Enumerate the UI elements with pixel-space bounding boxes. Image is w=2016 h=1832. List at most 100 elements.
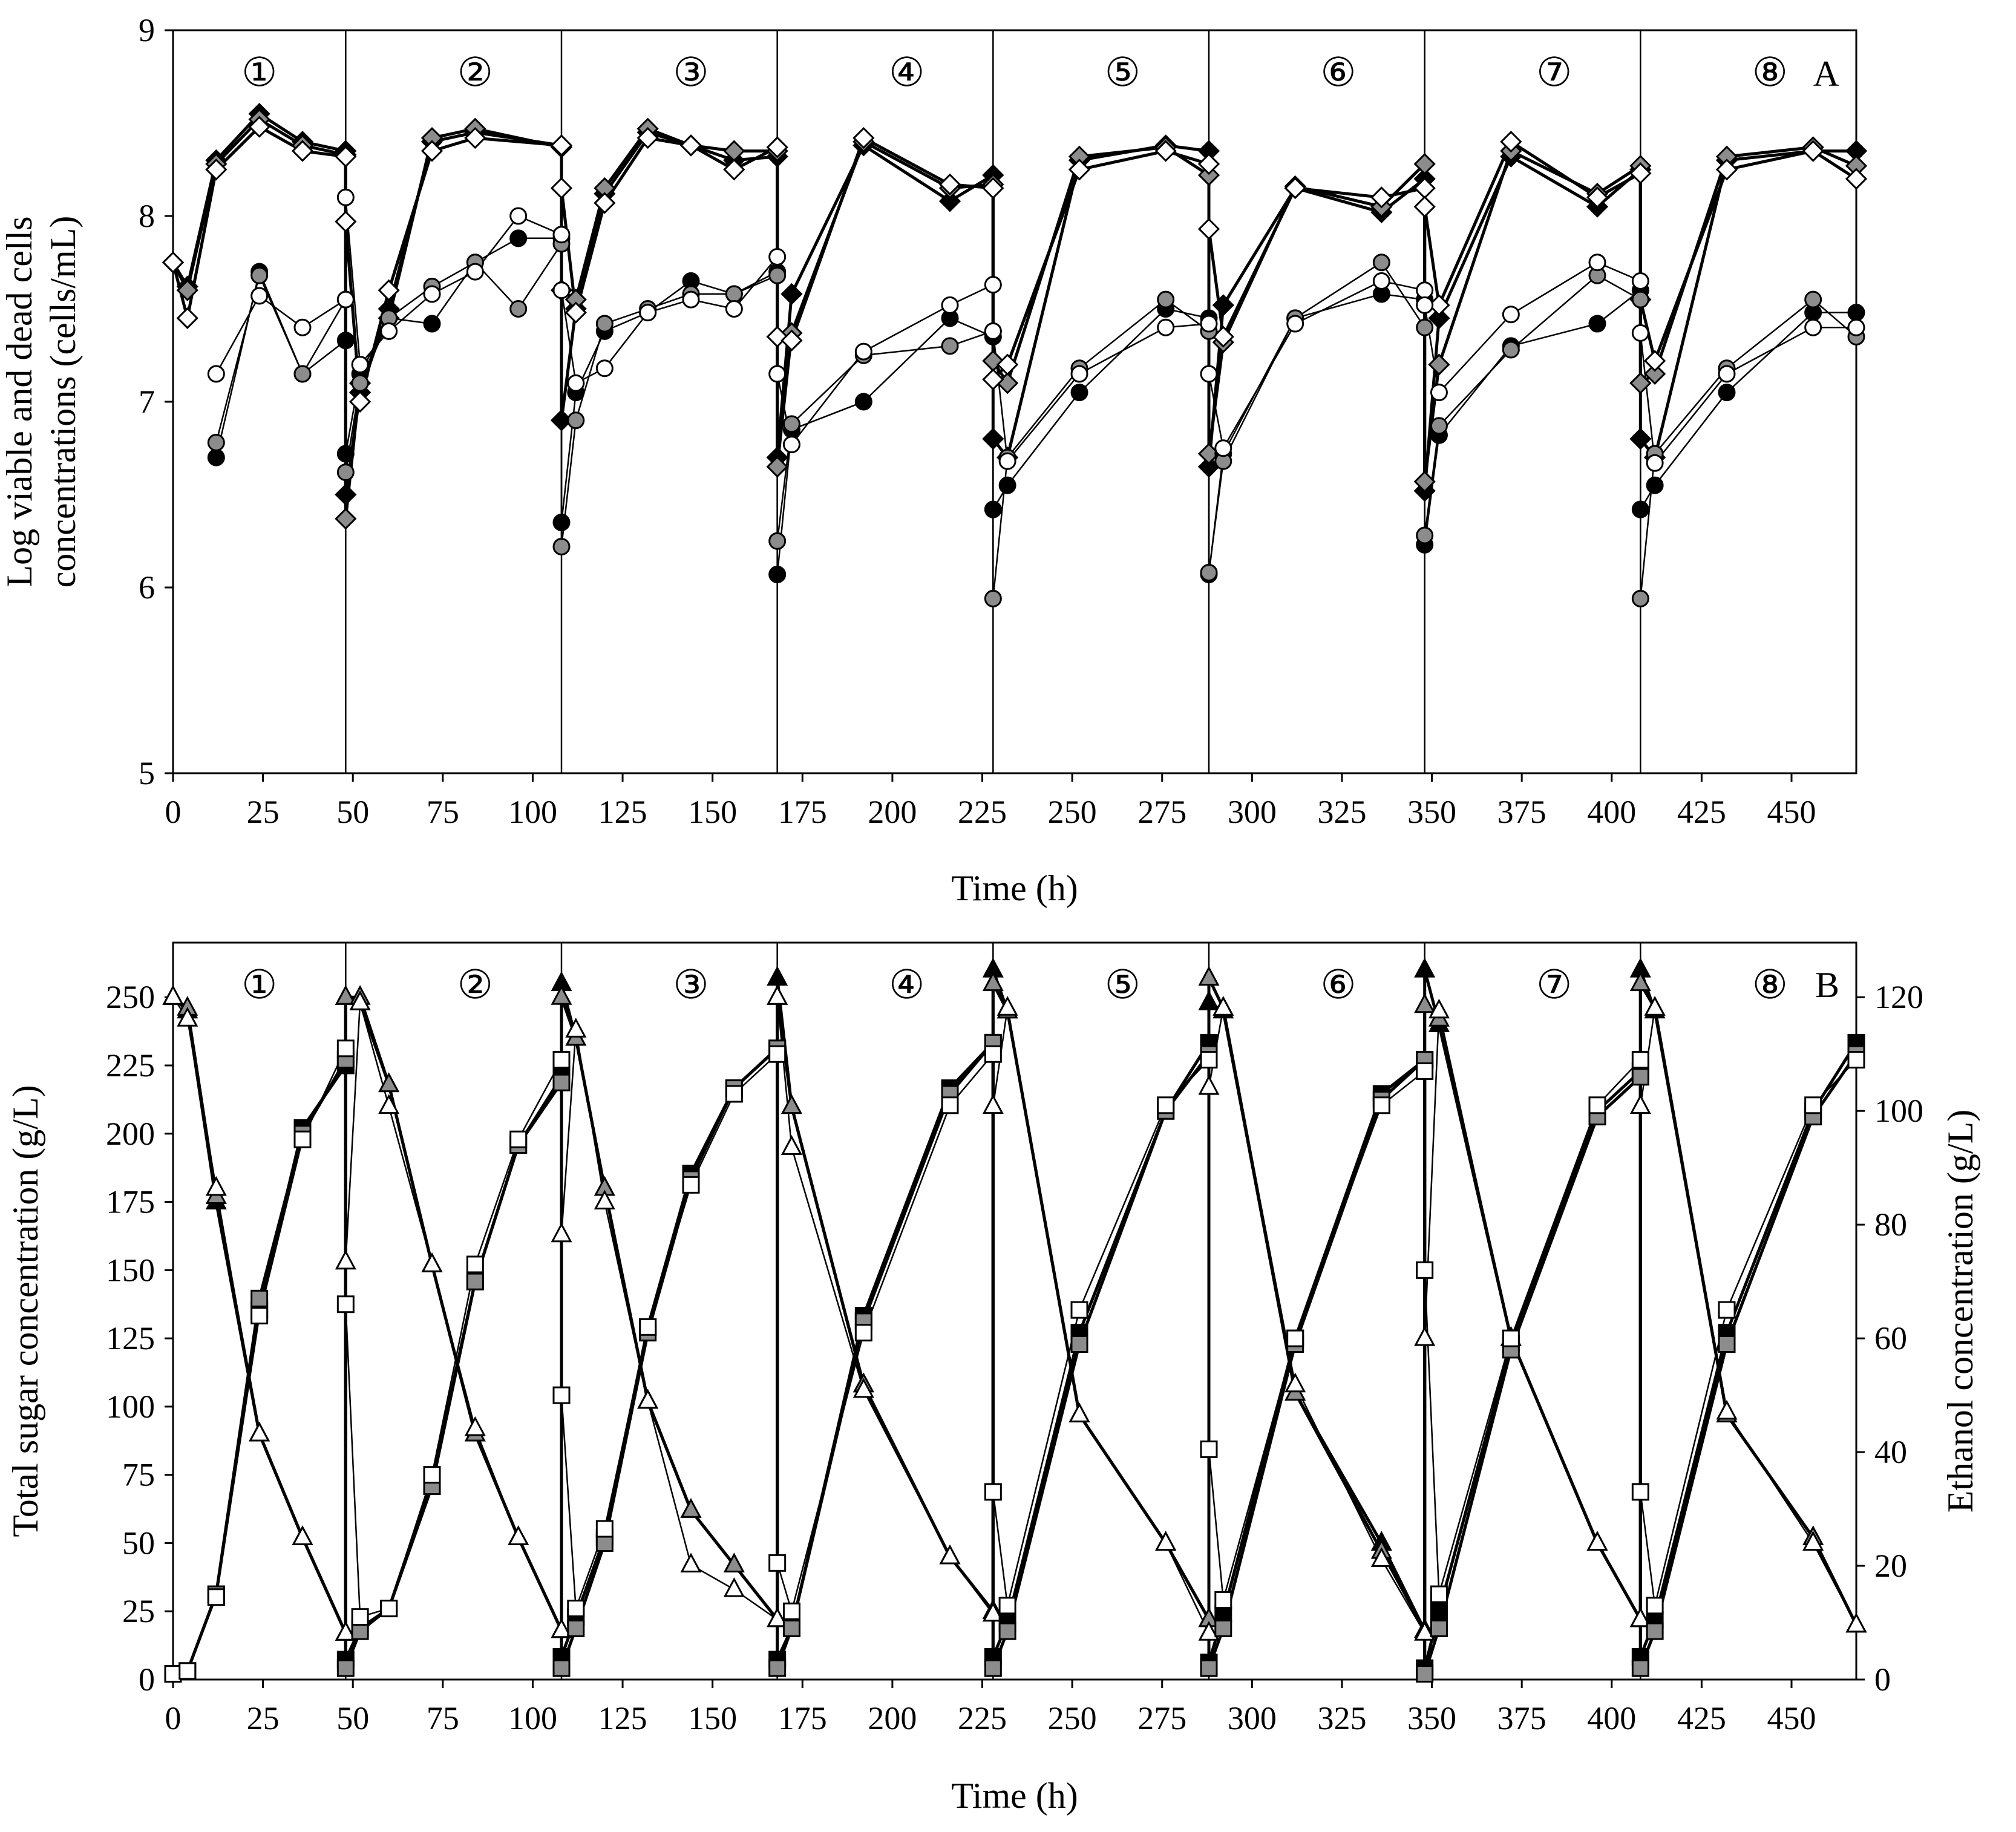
data-point-ethanol-gray <box>984 1659 1002 1677</box>
panel-letter: A <box>1813 54 1839 94</box>
x-tick-label: 50 <box>336 794 369 830</box>
data-point-ethanol-gray <box>552 1073 571 1091</box>
y-tick-label: 225 <box>106 1047 155 1084</box>
data-point-viable-white <box>421 140 443 162</box>
data-point-sugar-white <box>335 1621 356 1641</box>
data-point-viable-white <box>679 134 702 157</box>
data-point-dead-white <box>380 322 398 340</box>
data-point-dead-gray <box>1430 417 1448 435</box>
data-point-ethanol-white <box>1718 1301 1736 1319</box>
x-tick-label: 0 <box>165 1700 182 1736</box>
data-point-dead-black <box>1631 500 1649 519</box>
data-point-dead-gray <box>1416 526 1434 545</box>
data-point-dead-white <box>250 287 269 305</box>
x-tick-label: 125 <box>598 1700 647 1736</box>
panel-b: ① ② ③ ④ ⑤ ⑥ ⑦ ⑧ B0 25 50 75 100 125 150 175 200 225 250 275… <box>5 941 1980 1816</box>
data-point-dead-white <box>768 365 787 383</box>
y-tick-label: 50 <box>122 1525 155 1561</box>
data-point-dead-white <box>1200 315 1218 333</box>
data-point-dead-white <box>595 359 614 378</box>
data-point-viable-black <box>982 428 1004 450</box>
data-point-ethanol-gray <box>998 1622 1016 1640</box>
data-point-ethanol-white <box>1631 1483 1649 1501</box>
data-point-ethanol-white <box>1631 1051 1649 1069</box>
data-point-ethanol-white <box>552 1051 571 1069</box>
y-tick-label: 75 <box>122 1457 155 1493</box>
data-point-sugar-white <box>939 1544 961 1565</box>
data-point-dead-white <box>1646 454 1664 472</box>
data-point-dead-gray <box>1372 254 1390 272</box>
y-axis-title-line: concentrations (cells/mL) <box>43 216 83 588</box>
data-point-viable-white <box>291 140 314 162</box>
data-point-dead-white <box>1070 365 1088 383</box>
data-point-viable-white <box>550 177 573 200</box>
x-tick-label: 350 <box>1407 794 1456 830</box>
data-point-viable-white <box>205 159 227 181</box>
data-point-viable-gray <box>1643 362 1666 385</box>
series-line-sugar-black <box>172 968 1858 1635</box>
data-point-sugar-white <box>1802 1531 1824 1551</box>
data-point-ethanol-white <box>1372 1096 1390 1114</box>
x-tick-label: 300 <box>1228 794 1277 830</box>
data-point-dead-white <box>768 248 787 266</box>
data-point-ethanol-white <box>552 1386 571 1404</box>
data-point-sugar-white <box>982 1094 1004 1114</box>
data-point-ethanol-white <box>351 1608 369 1626</box>
data-point-sugar-white <box>1285 1372 1306 1393</box>
y-tick-label: 25 <box>122 1593 155 1629</box>
data-point-ethanol-white <box>336 1039 355 1058</box>
data-point-viable-white <box>1068 159 1091 181</box>
data-point-viable-white <box>335 211 357 233</box>
data-point-viable-white <box>1197 218 1220 240</box>
data-point-dead-gray <box>250 266 269 284</box>
data-point-ethanol-gray <box>782 1619 800 1637</box>
data-point-dead-gray <box>567 411 585 430</box>
cycle-label: ② <box>457 51 493 95</box>
data-point-ethanol-white <box>509 1130 528 1148</box>
data-point-ethanol-gray <box>1430 1619 1448 1637</box>
data-point-ethanol-white <box>380 1600 398 1618</box>
data-point-dead-white <box>1804 318 1822 336</box>
data-point-ethanol-white <box>768 1045 787 1063</box>
cycle-label: ⑧ <box>1752 963 1788 1007</box>
data-point-ethanol-white <box>293 1130 312 1148</box>
series-markers <box>162 103 1868 607</box>
x-tick-label: 425 <box>1677 794 1726 830</box>
data-point-ethanol-gray <box>1214 1619 1232 1637</box>
data-point-viable-white <box>938 173 961 195</box>
data-point-ethanol-gray <box>768 1659 787 1677</box>
data-point-sugar-white <box>767 1607 788 1628</box>
x-tick-label: 225 <box>958 794 1007 830</box>
y-axis-title: Total sugar concentration (g/L) <box>5 1085 45 1537</box>
panel-a: ① ② ③ ④ ⑤ ⑥ ⑦ ⑧ A0 25 50 75 100 125 150 175 200 225 250 275… <box>0 12 1868 908</box>
data-point-dead-white <box>725 300 743 318</box>
x-tick-label: 0 <box>165 794 182 830</box>
data-point-sugar-white <box>1198 1621 1220 1641</box>
data-point-ethanol-white <box>1430 1585 1448 1603</box>
data-point-viable-black <box>1212 294 1234 316</box>
y-tick-label: 175 <box>106 1184 155 1220</box>
y-tick-label: 200 <box>106 1116 155 1152</box>
data-point-dead-white <box>1502 306 1520 324</box>
data-point-dead-white <box>1718 365 1736 383</box>
data-point-dead-white <box>336 290 355 309</box>
data-point-dead-white <box>552 226 571 244</box>
y-tick-label: 125 <box>106 1320 155 1356</box>
data-point-dead-white <box>567 374 585 392</box>
data-point-sugar-white <box>292 1525 313 1545</box>
data-point-sugar-white <box>378 1094 400 1114</box>
data-point-sugar-white <box>997 996 1018 1016</box>
data-point-ethanol-white <box>567 1600 585 1618</box>
data-point-dead-black <box>336 445 355 463</box>
data-point-sugar-white <box>162 985 184 1005</box>
x-tick-label: 175 <box>778 794 827 830</box>
data-point-sugar-white <box>723 1577 745 1597</box>
y2-tick-label: 120 <box>1874 979 1923 1015</box>
data-point-dead-white <box>1372 272 1390 290</box>
data-point-dead-black <box>1646 476 1664 494</box>
data-point-ethanol-white <box>1416 1261 1434 1279</box>
data-point-sugar-white <box>781 1135 802 1155</box>
cycle-label: ① <box>241 51 277 95</box>
x-tick-label: 450 <box>1767 1700 1816 1736</box>
data-point-ethanol-gray <box>336 1659 355 1677</box>
